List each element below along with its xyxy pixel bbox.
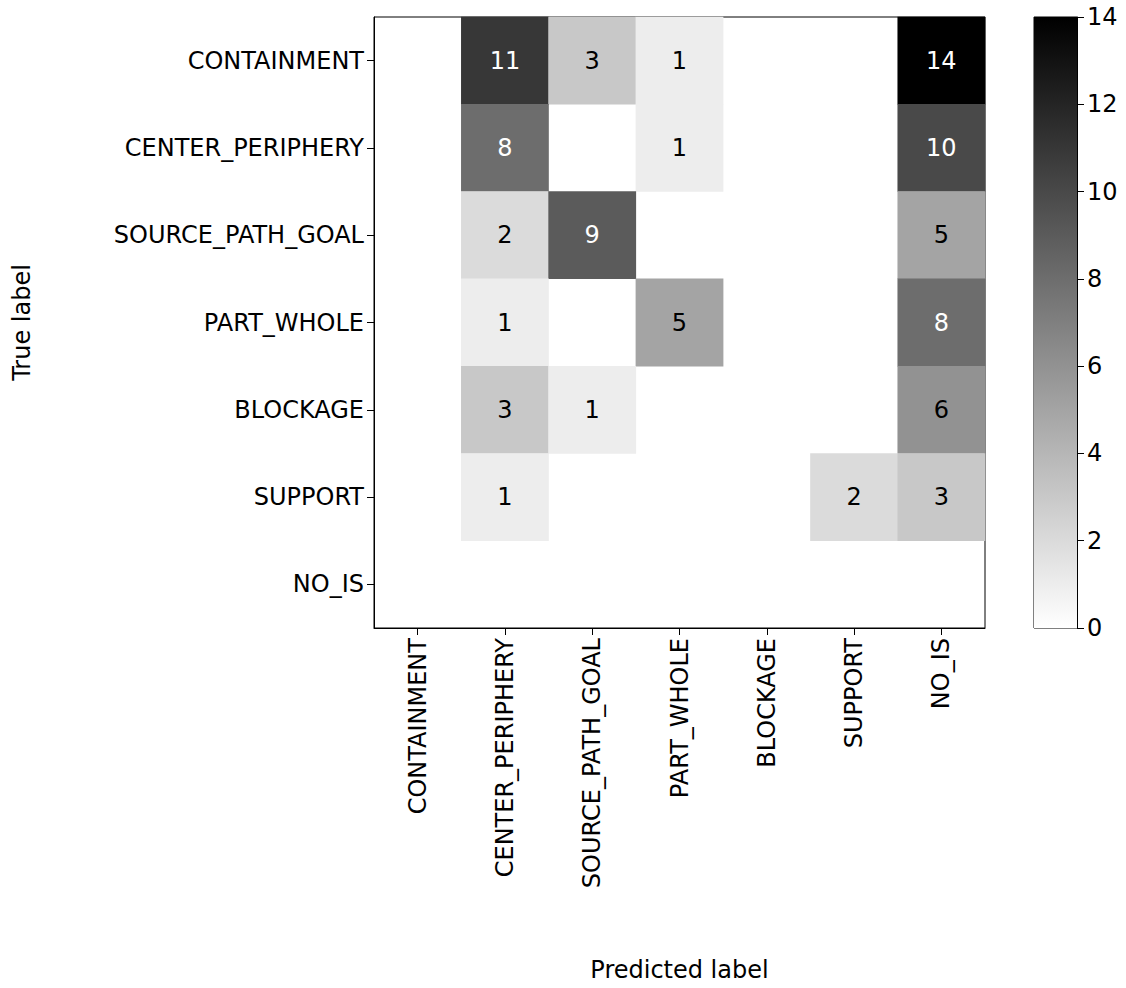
svg-text:14: 14 (1087, 3, 1118, 31)
svg-text:2: 2 (846, 483, 861, 511)
svg-text:1: 1 (497, 309, 512, 337)
svg-text:3: 3 (585, 47, 600, 75)
svg-text:8: 8 (497, 134, 512, 162)
svg-text:1: 1 (497, 483, 512, 511)
svg-text:CENTER_PERIPHERY: CENTER_PERIPHERY (125, 134, 365, 162)
svg-text:9: 9 (585, 221, 600, 249)
svg-text:NO_IS: NO_IS (927, 638, 955, 709)
svg-text:5: 5 (672, 309, 687, 337)
svg-text:6: 6 (1087, 352, 1102, 380)
svg-text:1: 1 (585, 396, 600, 424)
svg-text:Predicted label: Predicted label (590, 956, 768, 984)
svg-text:SOURCE_PATH_GOAL: SOURCE_PATH_GOAL (114, 221, 365, 249)
svg-text:14: 14 (926, 47, 957, 75)
svg-text:SOURCE_PATH_GOAL: SOURCE_PATH_GOAL (578, 637, 606, 888)
svg-text:SUPPORT: SUPPORT (254, 483, 365, 511)
svg-text:2: 2 (1087, 527, 1102, 555)
svg-text:3: 3 (934, 483, 949, 511)
svg-text:11: 11 (490, 47, 521, 75)
svg-text:1: 1 (672, 47, 687, 75)
svg-text:0: 0 (1087, 614, 1102, 642)
svg-text:PART_WHOLE: PART_WHOLE (204, 309, 364, 337)
svg-text:CENTER_PERIPHERY: CENTER_PERIPHERY (491, 638, 519, 878)
svg-text:True label: True label (8, 264, 36, 382)
svg-text:8: 8 (1087, 265, 1102, 293)
svg-text:10: 10 (1087, 178, 1118, 206)
svg-text:4: 4 (1087, 439, 1102, 467)
svg-text:10: 10 (926, 134, 957, 162)
svg-text:CONTAINMENT: CONTAINMENT (188, 47, 365, 75)
svg-text:3: 3 (497, 396, 512, 424)
svg-text:2: 2 (497, 221, 512, 249)
svg-text:8: 8 (934, 309, 949, 337)
svg-text:PART_WHOLE: PART_WHOLE (666, 638, 694, 798)
svg-text:SUPPORT: SUPPORT (840, 638, 868, 749)
svg-text:NO_IS: NO_IS (293, 570, 364, 598)
svg-text:BLOCKAGE: BLOCKAGE (753, 638, 781, 768)
svg-text:6: 6 (934, 396, 949, 424)
svg-text:5: 5 (934, 221, 949, 249)
svg-text:12: 12 (1087, 90, 1118, 118)
svg-text:1: 1 (672, 134, 687, 162)
svg-text:CONTAINMENT: CONTAINMENT (404, 638, 432, 815)
svg-text:BLOCKAGE: BLOCKAGE (234, 396, 364, 424)
